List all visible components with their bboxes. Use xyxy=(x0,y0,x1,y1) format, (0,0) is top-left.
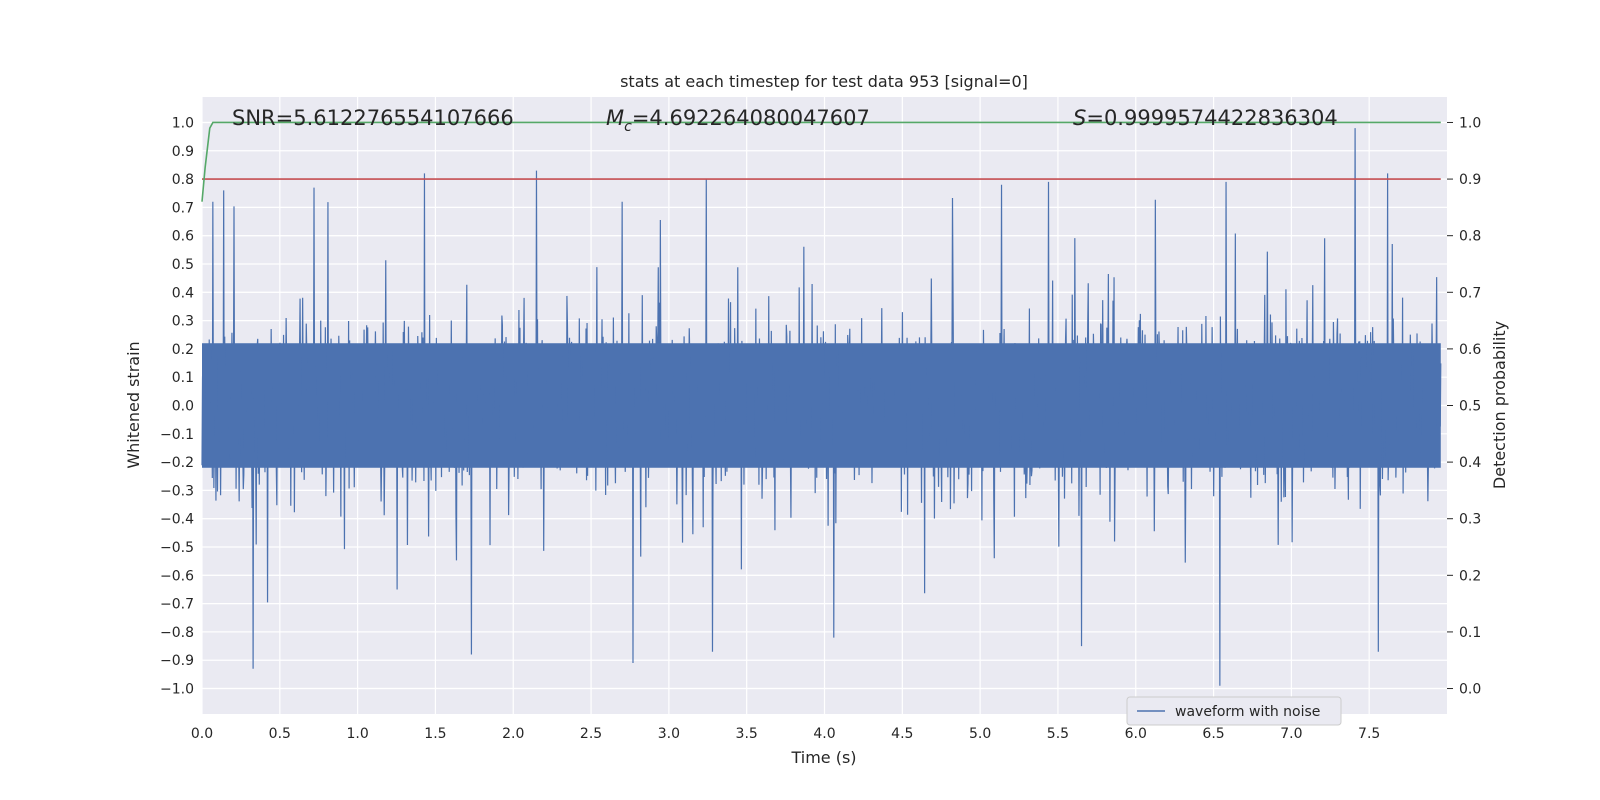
legend: waveform with noise xyxy=(1126,696,1342,726)
x-tick-label: 2.5 xyxy=(580,726,602,742)
x-tick-label: 3.0 xyxy=(658,726,680,742)
y-tick-label: 0.2 xyxy=(172,342,194,358)
y-tick-label: −0.6 xyxy=(160,568,194,584)
detection-probability-line xyxy=(201,121,1441,202)
waveform-series xyxy=(201,128,1442,686)
y-tick-label: 0.9 xyxy=(172,144,194,160)
y-tick-label: −0.9 xyxy=(160,653,194,669)
x-tick-label: 4.5 xyxy=(891,726,913,742)
x-tick-label: 5.0 xyxy=(969,726,991,742)
x-tick-label: 1.5 xyxy=(424,726,446,742)
y2-tick-label: 0.6 xyxy=(1459,342,1481,358)
x-axis-ticks: 0.0 0.5 1.0 1.5 2.0 2.5 3.0 3.5 4.0 4.5 5.0 5.5 6.0 6… xyxy=(191,726,1380,742)
x-tick-label: 3.5 xyxy=(736,726,758,742)
waveform-line xyxy=(201,128,1442,686)
x-tick-label: 5.5 xyxy=(1047,726,1069,742)
chirp-mass-value: =4.692264080047607 xyxy=(632,106,870,130)
x-tick-label: 0.5 xyxy=(269,726,291,742)
y-tick-label: 0.7 xyxy=(172,200,194,216)
x-tick-label: 6.0 xyxy=(1125,726,1147,742)
x-tick-label: 0.0 xyxy=(191,726,213,742)
y-tick-label: 0.4 xyxy=(172,285,194,301)
y-tick-label: −0.2 xyxy=(160,455,194,471)
y-tick-label: −0.8 xyxy=(160,625,194,641)
chirp-mass-symbol: M xyxy=(606,106,624,130)
significance-annotation: S=0.9999574422836304 xyxy=(1073,106,1338,130)
y2-tick-label: 0.2 xyxy=(1459,568,1481,584)
x-tick-label: 4.0 xyxy=(813,726,835,742)
x-tick-label: 7.0 xyxy=(1280,726,1302,742)
y2-axis-label: Detection probability xyxy=(1490,321,1509,489)
y-tick-label: −0.4 xyxy=(160,512,194,528)
y2-tick-label: 0.4 xyxy=(1459,455,1481,471)
x-axis-label: Time (s) xyxy=(790,748,856,767)
legend-label: waveform with noise xyxy=(1175,704,1320,720)
legend-box xyxy=(1126,696,1342,726)
x-tick-label: 1.0 xyxy=(346,726,368,742)
y-tick-label: 1.0 xyxy=(172,115,194,131)
y-tick-label: 0.8 xyxy=(172,172,194,188)
y2-axis-ticks: 1.0 0.9 0.8 0.7 0.6 0.5 0.4 0.3 0.2 0.1 0.0 xyxy=(1447,115,1481,698)
y-tick-label: 0.6 xyxy=(172,229,194,245)
y-tick-label: 0.1 xyxy=(172,370,194,386)
x-tick-label: 7.5 xyxy=(1358,726,1380,742)
y2-tick-label: 0.1 xyxy=(1459,625,1481,641)
chirp-mass-annotation: Mc=4.692264080047607 xyxy=(606,106,870,135)
y2-tick-label: 1.0 xyxy=(1459,115,1481,131)
significance-symbol: S xyxy=(1073,106,1086,130)
y-tick-label: 0.3 xyxy=(172,314,194,330)
x-tick-label: 2.0 xyxy=(502,726,524,742)
y-tick-label: −0.7 xyxy=(160,597,194,613)
y-tick-label: −0.5 xyxy=(160,540,194,556)
probability-series xyxy=(201,121,1441,202)
y2-tick-label: 0.3 xyxy=(1459,512,1481,528)
chart-title: stats at each timestep for test data 953… xyxy=(620,72,1028,91)
y-tick-label: −0.3 xyxy=(160,483,194,499)
y-tick-label: 0.0 xyxy=(172,399,194,415)
y-axis-label: Whitened strain xyxy=(124,341,143,468)
y-tick-label: 0.5 xyxy=(172,257,194,273)
y-tick-label: −0.1 xyxy=(160,427,194,443)
y-axis-ticks: 1.0 0.9 0.8 0.7 0.6 0.5 0.4 0.3 0.2 0.1 0.0 −0.1 −0.… xyxy=(160,115,194,697)
significance-value: =0.9999574422836304 xyxy=(1086,106,1337,130)
snr-annotation: SNR=5.612276554107666 xyxy=(232,106,514,130)
x-tick-label: 6.5 xyxy=(1202,726,1224,742)
y-tick-label: −1.0 xyxy=(160,682,194,698)
y2-tick-label: 0.0 xyxy=(1459,682,1481,698)
y2-tick-label: 0.8 xyxy=(1459,229,1481,245)
y2-tick-label: 0.9 xyxy=(1459,172,1481,188)
y2-tick-label: 0.5 xyxy=(1459,399,1481,415)
y2-tick-label: 0.7 xyxy=(1459,285,1481,301)
chirp-mass-subscript: c xyxy=(624,119,632,135)
